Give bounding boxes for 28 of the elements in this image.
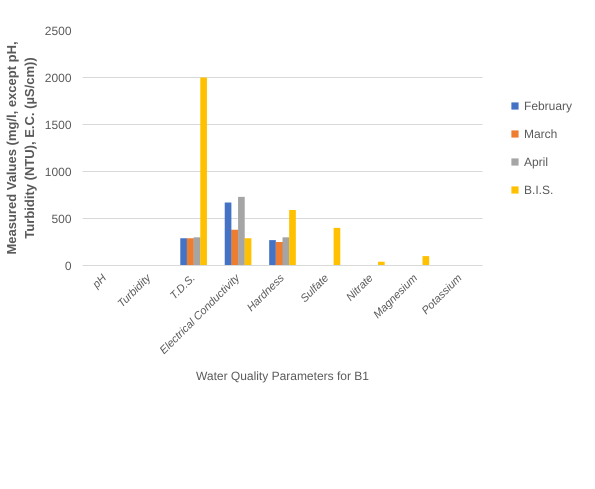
- y-tick-label: 500: [51, 212, 72, 226]
- bar: [194, 237, 200, 266]
- bar: [244, 238, 252, 266]
- bar: [200, 78, 207, 266]
- bar: [422, 256, 430, 266]
- bar: [238, 196, 245, 266]
- y-tick-label: 2500: [44, 24, 72, 38]
- bar: [231, 230, 238, 266]
- bar: [276, 242, 282, 266]
- bar: [180, 238, 187, 266]
- y-axis-title: Measured Values (mg/l, except pH, Turbidity (NTU), E.C. (µS/cm)): [4, 41, 37, 255]
- bar: [378, 262, 385, 266]
- y-tick-label: 1500: [44, 118, 72, 132]
- legend-label: B.I.S.: [524, 182, 554, 196]
- bar: [289, 210, 296, 266]
- bar: [282, 237, 290, 266]
- x-axis-title: Water Quality Parameters for B1: [196, 369, 370, 384]
- bar: [269, 240, 276, 266]
- y-tick-label: 1000: [44, 165, 72, 179]
- bar: [334, 228, 340, 266]
- y-tick-label: 2000: [44, 71, 72, 85]
- x-tick-label: pH: [90, 272, 110, 292]
- y-tick-label: 0: [64, 259, 72, 273]
- legend-label: April: [524, 154, 548, 168]
- legend-label: February: [524, 98, 572, 112]
- legend-label: March: [524, 126, 558, 140]
- bar: [224, 202, 232, 266]
- bar: [186, 238, 194, 266]
